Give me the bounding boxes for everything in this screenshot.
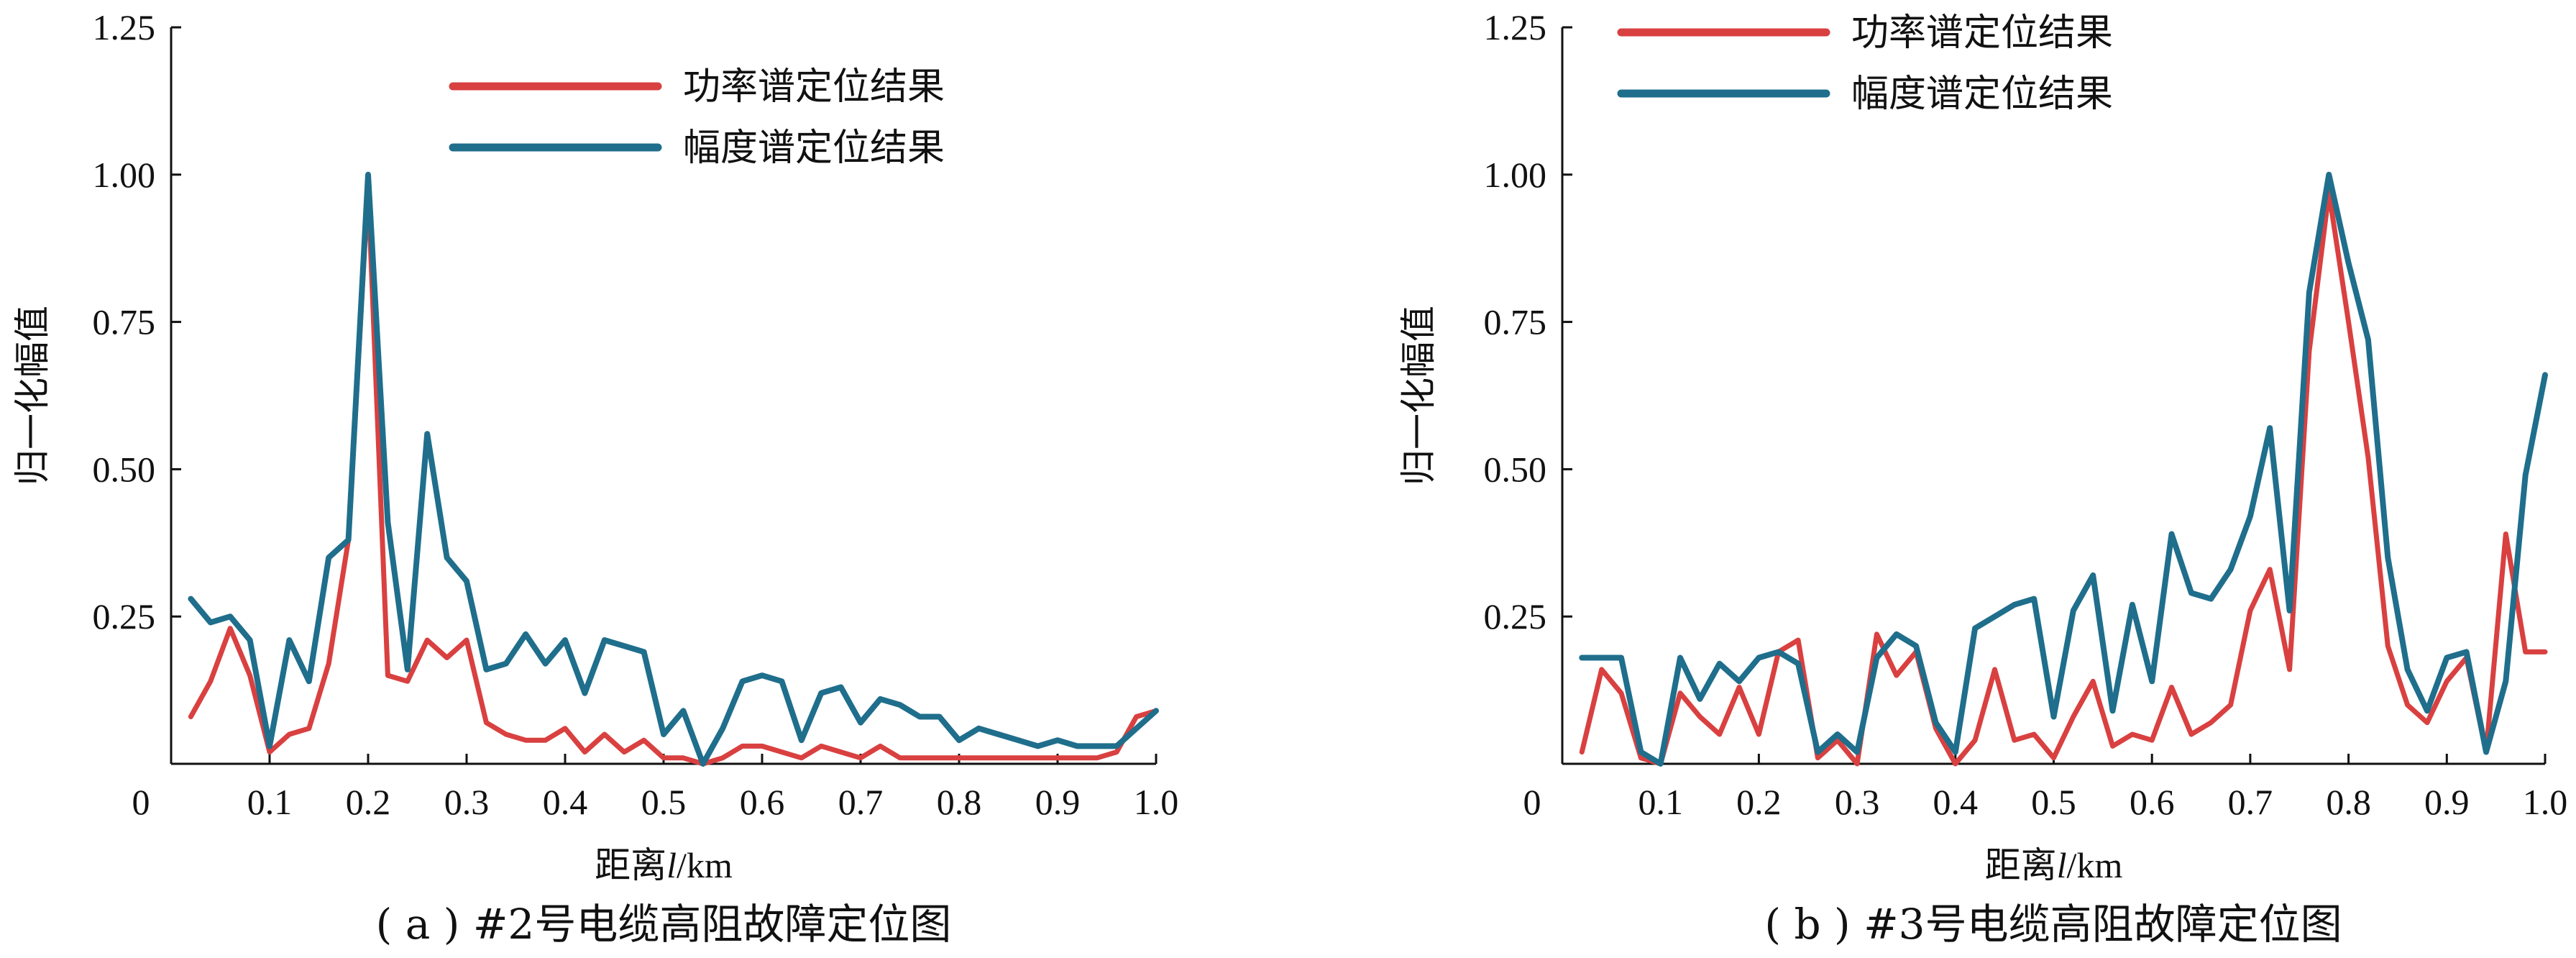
- legend-label: 幅度谱定位结果: [1851, 73, 2113, 116]
- x-tick-label: 0.7: [2228, 782, 2273, 822]
- legend-entry: 幅度谱定位结果: [1617, 73, 2113, 116]
- x-tick-label: 0.4: [543, 782, 588, 822]
- legend-entry: 功率谱定位结果: [1617, 12, 2113, 55]
- x-tick-label: 0.6: [2130, 782, 2175, 822]
- x-tick-label: 0.2: [346, 782, 391, 822]
- y-tick-label: 0.75: [1484, 302, 1547, 342]
- x-tick-label: 0.5: [2031, 782, 2076, 822]
- chart-panel-a: 0.25 0.50 0.75 1.00 1.25 0 0.1 0.2 0.3 0.4 0.5 0.6 0…: [12, 7, 1178, 949]
- x-tick-label: 0: [132, 782, 150, 822]
- y-tick-label: 0.50: [93, 449, 156, 489]
- legend-label: 幅度谱定位结果: [683, 127, 945, 170]
- y-axis-label: 归一化幅值: [12, 306, 53, 485]
- x-tick-label: 0.4: [1933, 782, 1979, 822]
- x-tick-label: 0.7: [838, 782, 884, 822]
- amplitude-spectrum-series-line: [1579, 171, 2548, 767]
- y-axis-label: 归一化幅值: [1398, 306, 1439, 485]
- y-tick-label: 1.00: [1484, 155, 1547, 195]
- x-tick-label: 0: [1523, 782, 1541, 822]
- legend-label: 功率谱定位结果: [1851, 12, 2113, 55]
- panel-caption: ( a ) #2号电缆高阻故障定位图: [376, 900, 952, 949]
- x-axis-label-variable: l: [666, 845, 677, 885]
- x-tick-label: 0.1: [1638, 782, 1683, 822]
- x-tick-label: 0.2: [1736, 782, 1782, 822]
- chart-panel-b: 0.25 0.50 0.75 1.00 1.25 0 0.1 0.2 0.3 0.4 0.5 0.6 0…: [1398, 7, 2567, 949]
- x-tick-label: 0.6: [740, 782, 785, 822]
- x-tick-label: 1.0: [2523, 782, 2568, 822]
- x-tick-label: 0.9: [2424, 782, 2470, 822]
- x-tick-label: 0.8: [2326, 782, 2371, 822]
- x-axis-label: 距离l/km: [1985, 844, 2123, 886]
- y-tick-label: 1.25: [93, 7, 156, 47]
- y-tick-label: 0.25: [1484, 596, 1547, 637]
- x-axis-label-variable: l: [2057, 845, 2067, 885]
- legend-label: 功率谱定位结果: [683, 65, 945, 109]
- panel-caption: ( b ) #3号电缆高阻故障定位图: [1764, 900, 2342, 949]
- legend-entry: 幅度谱定位结果: [449, 127, 945, 170]
- y-tick-label: 1.25: [1484, 7, 1547, 47]
- x-axis-label: 距离l/km: [595, 844, 733, 886]
- x-tick-label: 1.0: [1134, 782, 1179, 822]
- legend-entry: 功率谱定位结果: [449, 65, 945, 109]
- x-tick-label: 0.3: [1835, 782, 1880, 822]
- y-tick-label: 0.25: [93, 596, 156, 637]
- x-tick-label: 0.5: [641, 782, 687, 822]
- x-tick-label: 0.9: [1035, 782, 1081, 822]
- y-tick-label: 0.50: [1484, 449, 1547, 489]
- x-axis-label-prefix: 距离: [595, 844, 666, 886]
- y-tick-label: 0.75: [93, 302, 156, 342]
- x-axis-label-unit: /km: [677, 845, 733, 885]
- amplitude-spectrum-series-line: [188, 171, 1159, 767]
- x-axis-label-prefix: 距离: [1985, 844, 2057, 886]
- x-tick-label: 0.1: [247, 782, 293, 822]
- power-spectrum-series-line: [188, 183, 1159, 767]
- x-tick-label: 0.8: [937, 782, 982, 822]
- x-tick-label: 0.3: [444, 782, 490, 822]
- power-spectrum-series-line: [1579, 189, 2548, 767]
- y-tick-label: 1.00: [93, 155, 156, 195]
- x-axis-label-unit: /km: [2067, 845, 2123, 885]
